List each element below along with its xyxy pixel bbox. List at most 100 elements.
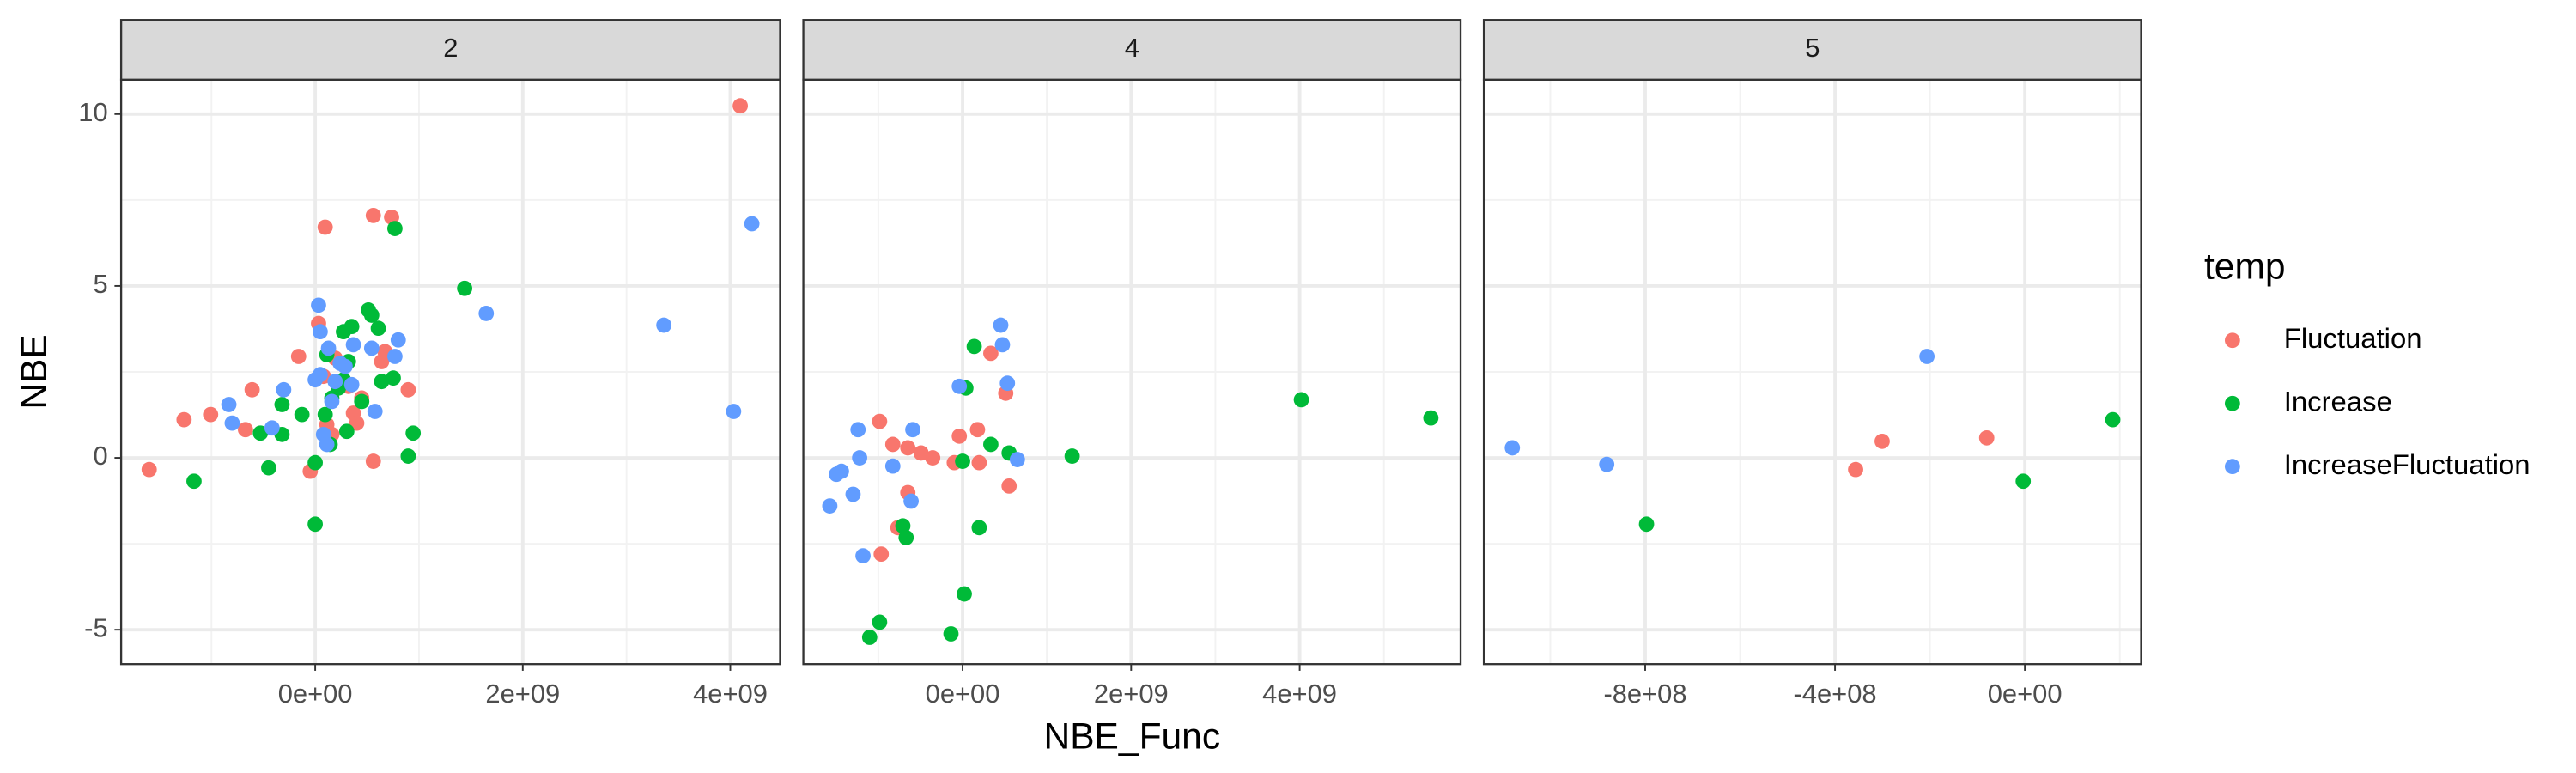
data-point	[324, 393, 340, 410]
data-point	[855, 548, 871, 564]
data-point	[405, 425, 422, 441]
data-point	[1978, 429, 1995, 446]
data-point	[221, 397, 237, 412]
data-point	[656, 317, 672, 333]
data-point	[834, 463, 849, 479]
data-point	[850, 422, 866, 438]
data-point	[861, 630, 878, 645]
data-point	[2105, 411, 2121, 428]
data-point	[317, 406, 333, 423]
x-tick-label: -8e+08	[1603, 679, 1686, 709]
legend-key	[2224, 459, 2240, 475]
data-point	[363, 340, 380, 356]
data-point	[365, 453, 381, 469]
x-axis-title: NBE_Func	[1044, 716, 1221, 757]
data-point	[951, 428, 968, 444]
data-point	[1423, 410, 1439, 426]
data-point	[1504, 440, 1521, 456]
data-point	[274, 397, 290, 412]
x-tick-label: 0e+00	[278, 679, 353, 709]
data-point	[363, 307, 380, 323]
data-point	[252, 425, 269, 441]
facet-title: 4	[1125, 33, 1139, 63]
data-point	[744, 216, 760, 232]
data-point	[313, 367, 328, 383]
data-point	[390, 332, 406, 348]
data-point	[307, 454, 323, 471]
x-tick-label: 4e+09	[1262, 679, 1337, 709]
data-point	[276, 381, 292, 398]
data-point	[951, 378, 968, 394]
data-point	[884, 436, 901, 453]
data-point	[370, 320, 386, 337]
data-point	[317, 219, 333, 235]
data-point	[337, 358, 353, 374]
data-point	[983, 345, 999, 362]
data-point	[872, 413, 888, 429]
data-point	[224, 415, 240, 431]
data-point	[895, 518, 911, 534]
data-point	[900, 440, 916, 456]
data-point	[898, 530, 914, 545]
data-point	[822, 498, 838, 514]
data-point	[261, 460, 276, 476]
facet-title: 5	[1805, 33, 1820, 63]
data-point	[1293, 392, 1309, 408]
y-tick-label: 10	[78, 97, 107, 127]
legend-key	[2224, 332, 2240, 349]
data-point	[999, 375, 1016, 392]
data-point	[176, 411, 192, 428]
data-point	[955, 453, 970, 469]
data-point	[367, 404, 383, 419]
data-point	[203, 406, 219, 423]
data-point	[925, 450, 941, 466]
data-point	[1919, 349, 1935, 364]
data-point	[971, 520, 987, 536]
data-point	[1009, 452, 1025, 467]
data-point	[374, 374, 390, 390]
x-tick-label: 2e+09	[1094, 679, 1169, 709]
data-point	[294, 406, 310, 423]
data-point	[852, 450, 868, 466]
data-point	[386, 370, 401, 386]
data-point	[903, 493, 919, 509]
data-point	[1638, 516, 1655, 533]
data-point	[400, 448, 416, 464]
legend-label: IncreaseFluctuation	[2284, 448, 2530, 480]
data-point	[943, 626, 959, 642]
data-point	[400, 381, 416, 398]
data-point	[307, 516, 323, 533]
x-tick-label: 0e+00	[1988, 679, 2063, 709]
y-tick-label: 0	[93, 441, 107, 471]
data-point	[313, 324, 328, 340]
data-point	[913, 445, 929, 461]
x-tick-label: 2e+09	[485, 679, 560, 709]
data-point	[290, 349, 307, 364]
data-point	[1064, 448, 1080, 464]
data-point	[387, 349, 403, 364]
data-point	[873, 546, 890, 563]
data-point	[1874, 433, 1890, 449]
data-point	[884, 458, 901, 474]
data-point	[969, 422, 986, 438]
data-point	[365, 207, 381, 223]
legend-label: Fluctuation	[2284, 322, 2422, 354]
legend-label: Increase	[2284, 385, 2392, 417]
legend-key	[2224, 395, 2240, 411]
data-point	[845, 486, 861, 502]
data-point	[478, 306, 495, 321]
x-tick-label: 0e+00	[926, 679, 1000, 709]
data-point	[726, 404, 742, 419]
data-point	[732, 98, 748, 114]
data-point	[320, 340, 337, 356]
facet-strip	[802, 19, 1462, 81]
data-point	[343, 376, 360, 393]
data-point	[971, 454, 987, 471]
data-point	[993, 317, 1009, 333]
legend-title: temp	[2204, 247, 2286, 287]
data-point	[2015, 473, 2032, 490]
data-point	[237, 422, 253, 438]
data-point	[311, 297, 326, 313]
data-point	[1599, 456, 1615, 472]
